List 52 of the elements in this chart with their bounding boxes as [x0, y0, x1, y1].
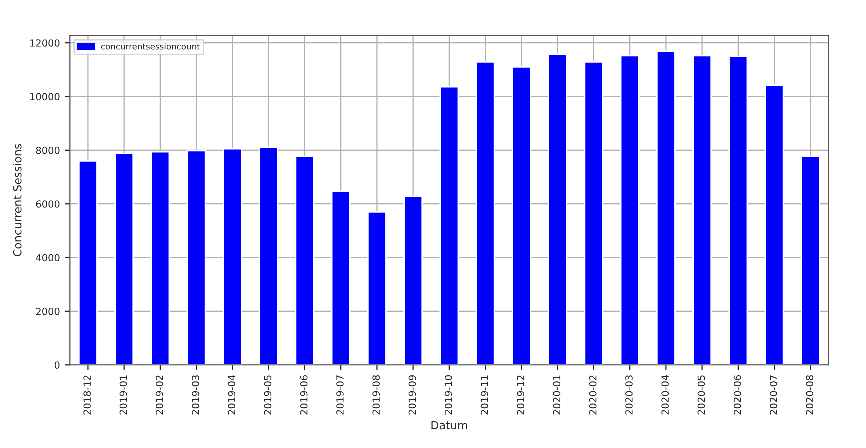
x-tick-label: 2020-01	[553, 376, 561, 415]
x-tick-label: 2019-07	[336, 376, 344, 415]
bar	[512, 66, 532, 366]
bar	[692, 55, 712, 366]
bar	[656, 50, 676, 366]
y-tick-label: 8000	[36, 146, 60, 154]
bar	[222, 148, 242, 366]
x-tick-label: 2020-08	[806, 376, 814, 415]
x-tick-label: 2020-07	[770, 376, 778, 415]
bar	[764, 84, 784, 366]
bar	[150, 151, 170, 366]
legend-label: concurrentsessioncount	[101, 43, 200, 50]
x-tick-label: 2019-08	[372, 376, 380, 415]
x-tick-label: 2019-06	[300, 375, 308, 415]
bar	[114, 152, 134, 366]
bar	[404, 196, 424, 366]
bar	[295, 156, 315, 366]
x-tick-label: 2019-04	[228, 375, 236, 415]
y-tick-label: 12000	[30, 40, 60, 47]
x-tick-label: 2019-12	[517, 376, 525, 415]
x-tick-label: 2018-12	[84, 376, 92, 415]
x-tick-label: 2020-05	[698, 376, 706, 415]
bar	[259, 146, 279, 366]
bar	[800, 156, 820, 366]
bar	[548, 54, 568, 366]
y-tick-label: 10000	[30, 93, 60, 101]
bar	[186, 150, 206, 366]
x-tick-label: 2019-11	[481, 376, 488, 415]
bar	[728, 56, 748, 366]
y-tick-label: 2000	[36, 308, 60, 316]
x-tick-label: 2020-03	[626, 376, 633, 415]
y-tick-label: 0	[54, 362, 60, 369]
x-axis-title: Datum	[432, 421, 468, 430]
x-tick-label: 2019-05	[264, 376, 272, 415]
x-tick-label: 2019-09	[408, 376, 416, 415]
y-tick-label: 4000	[36, 254, 60, 262]
bar	[584, 61, 604, 366]
x-tick-label: 2019-03	[192, 376, 200, 415]
bar	[78, 160, 98, 366]
bar	[331, 190, 351, 366]
bar	[440, 86, 460, 366]
y-tick-label: 6000	[36, 200, 60, 208]
bar	[367, 211, 387, 366]
x-tick-label: 2020-02	[589, 376, 597, 415]
bar	[620, 55, 640, 366]
y-axis-title: Concurrent Sessions	[13, 144, 22, 257]
x-tick-label: 2019-01	[120, 376, 128, 415]
x-tick-label: 2019-02	[156, 376, 164, 415]
x-tick-label: 2020-04	[662, 375, 670, 415]
x-tick-label: 2019-10	[444, 375, 452, 415]
x-tick-label: 2020-06	[734, 375, 742, 415]
bar	[476, 61, 496, 366]
